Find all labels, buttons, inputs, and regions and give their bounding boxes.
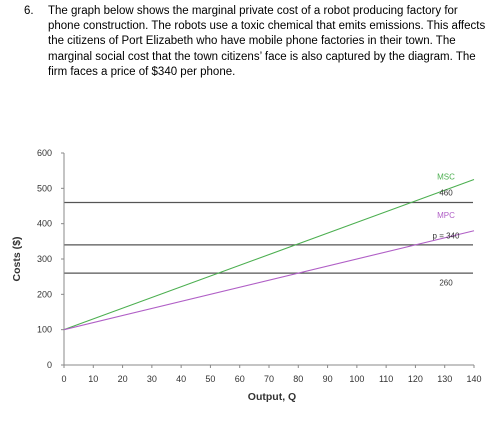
x-tick-label-130: 130 (437, 374, 452, 384)
x-tick-label-100: 100 (349, 374, 364, 384)
x-tick-label-110: 110 (379, 374, 393, 384)
y-tick-label-600: 600 (37, 148, 52, 158)
series-label-mpc: MPC (437, 211, 455, 220)
y-tick-label-300: 300 (37, 254, 52, 264)
y-tick-label-100: 100 (37, 325, 52, 335)
y-tick-label-500: 500 (37, 183, 52, 193)
question-text: The graph below shows the marginal priva… (48, 5, 486, 78)
hline-label-340: p = 340 (433, 232, 460, 241)
series-label-msc: MSC (437, 173, 455, 182)
series-line-msc (63, 178, 475, 331)
x-tick-label-140: 140 (466, 374, 481, 384)
x-tick-label-0: 0 (61, 374, 66, 384)
x-tick-label-50: 50 (205, 374, 215, 384)
x-tick-label-80: 80 (293, 374, 303, 384)
x-tick-label-40: 40 (176, 374, 186, 384)
x-tick-label-30: 30 (147, 374, 157, 384)
x-tick-label-60: 60 (235, 374, 245, 384)
x-axis-title: Output, Q (248, 391, 296, 403)
y-tick-label-0: 0 (47, 360, 52, 370)
y-axis-title: Costs ($) (11, 237, 23, 282)
x-tick-label-20: 20 (118, 374, 128, 384)
x-tick-label-10: 10 (88, 374, 98, 384)
hline-label-460: 460 (439, 189, 453, 198)
question-number: 6. (24, 5, 34, 17)
x-tick-label-120: 120 (408, 374, 423, 384)
hline-label-260: 260 (439, 278, 453, 287)
x-tick-label-90: 90 (323, 374, 333, 384)
y-tick-label-200: 200 (37, 289, 52, 299)
series-line-mpc (63, 230, 475, 331)
y-tick-label-400: 400 (37, 219, 52, 229)
x-tick-label-70: 70 (264, 374, 274, 384)
